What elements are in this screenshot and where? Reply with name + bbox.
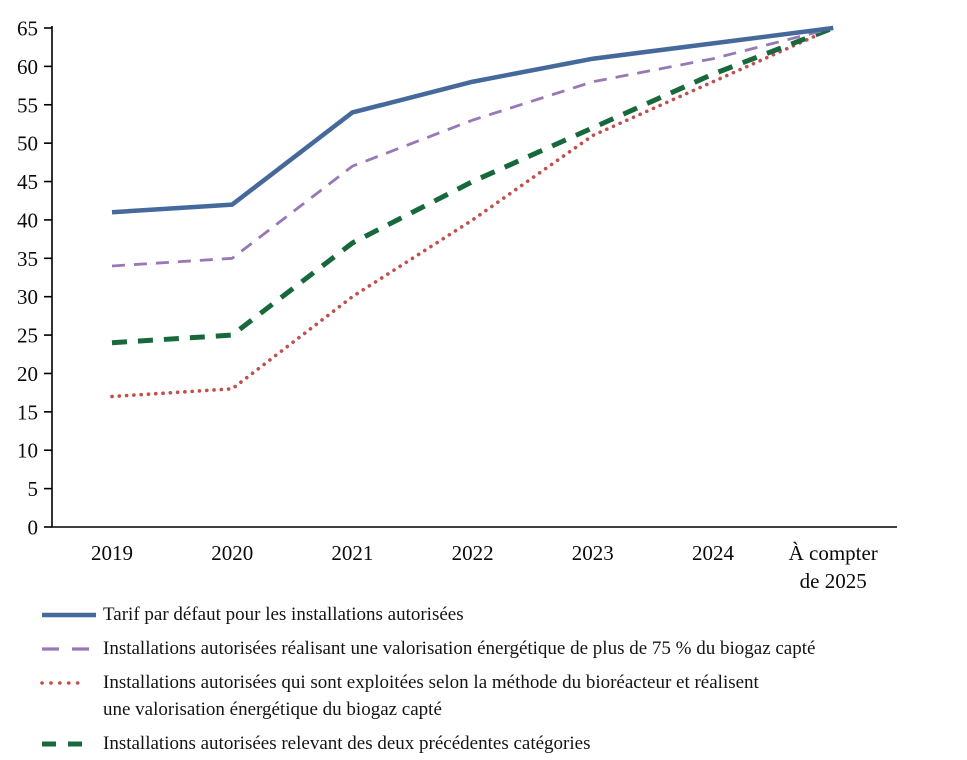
y-tick-label: 60 (17, 55, 38, 79)
y-tick-label: 50 (17, 132, 38, 156)
y-tick-label: 25 (17, 324, 38, 348)
legend-label: Installations autorisées relevant des de… (103, 733, 591, 754)
legend-swatch-dashed-line-icon (42, 647, 90, 651)
legend-item: Installations autorisées relevant des de… (40, 730, 952, 757)
x-tick-label: 2021 (331, 541, 373, 565)
axis-lines (51, 26, 897, 528)
y-tick-label: 10 (17, 439, 38, 463)
x-tick-label: 2024 (692, 541, 735, 565)
y-tick-label: 30 (17, 285, 38, 309)
series-line-0 (111, 25, 834, 215)
y-tick-label: 15 (17, 400, 38, 424)
series-line-1 (111, 26, 834, 268)
legend-label: Tarif par défaut pour les installations … (103, 604, 464, 625)
y-tick-label: 65 (17, 17, 38, 41)
chart-legend: Tarif par défaut pour les installations … (40, 601, 952, 760)
legend-item: Installations autorisées réalisant une v… (40, 635, 952, 662)
legend-label: Installations autorisées qui sont exploi… (103, 672, 759, 720)
x-tick-label: 2019 (91, 541, 133, 565)
legend-swatch-dotted-line-icon (40, 681, 82, 685)
chart-plot: 0 5 10 15 20 25 30 35 40 45 50 55 60 65 2019 2020 2021 20… (17, 17, 897, 593)
x-tick-label: 2023 (572, 541, 614, 565)
x-tick-label: À compter de 2025 (789, 541, 878, 593)
y-tick-label: 40 (17, 208, 38, 232)
legend-swatch-solid-line-icon (42, 612, 96, 618)
x-tick-label: 2020 (211, 541, 253, 565)
series-line-2 (110, 26, 836, 399)
legend-item: Installations autorisées qui sont exploi… (40, 669, 952, 723)
y-tick-label: 45 (17, 170, 38, 194)
y-tick-label: 0 (28, 516, 39, 540)
legend-item: Tarif par défaut pour les installations … (40, 601, 952, 628)
y-tick-label: 5 (28, 477, 39, 501)
legend-swatch-bold-dashed-line-icon (42, 741, 84, 747)
y-tick-label: 20 (17, 362, 38, 386)
x-tick-label: 2022 (452, 541, 494, 565)
legend-label: Installations autorisées réalisant une v… (103, 638, 816, 659)
y-tick-label: 35 (17, 247, 38, 271)
y-tick-label: 55 (17, 93, 38, 117)
